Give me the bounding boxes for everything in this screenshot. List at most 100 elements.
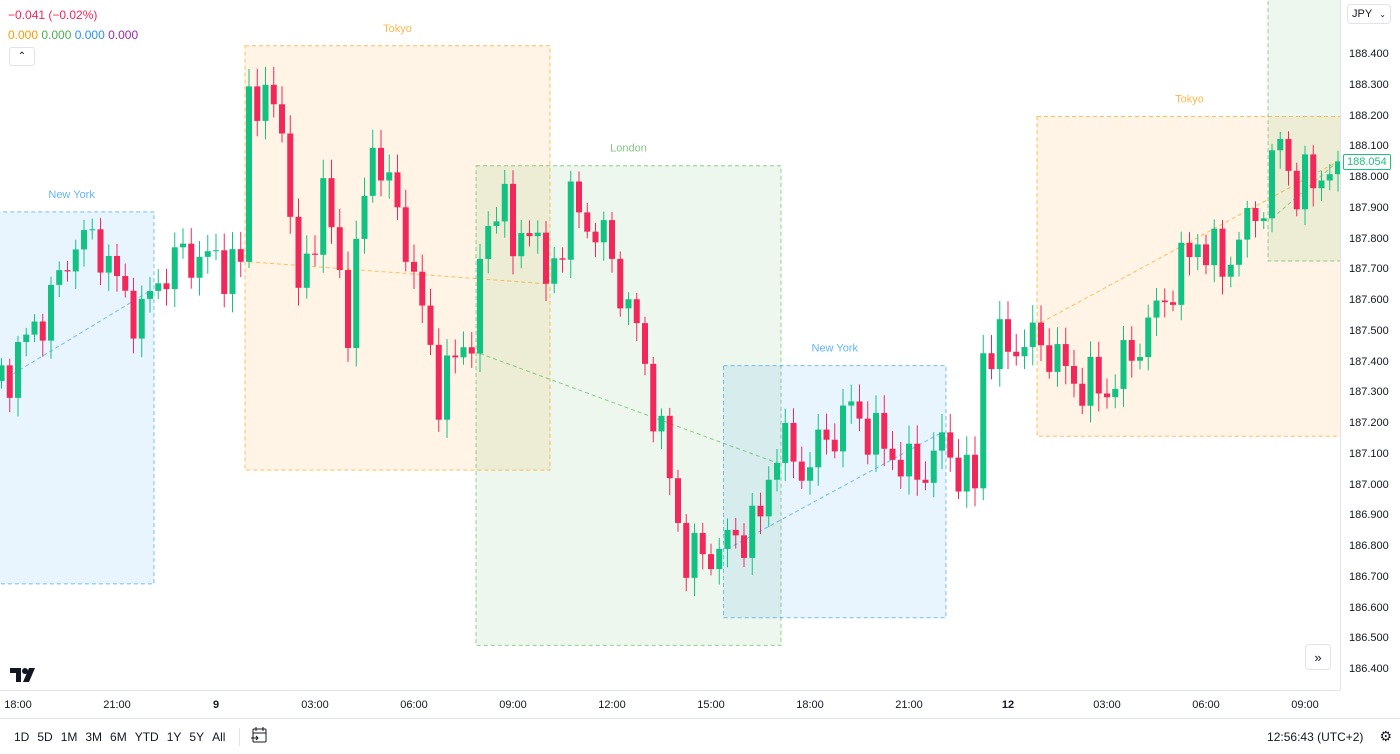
range-button-6m[interactable]: 6M	[110, 729, 127, 744]
legend: −0.041 (−0.02%) 0.000 0.000 0.000 0.000	[8, 8, 138, 42]
candle-body	[48, 284, 54, 341]
chart-pane[interactable]: New York Tokyo London New York Tokyo	[0, 0, 1340, 690]
price-label: 187.000	[1349, 478, 1389, 491]
currency-select[interactable]: JPY ⌄	[1347, 4, 1391, 24]
time-axis[interactable]: 18:00 21:00 9 03:00 06:00 09:00 12:00 15:00 18:0…	[0, 690, 1340, 719]
session-box	[1267, 0, 1340, 262]
collapse-legend-button[interactable]: ⌃	[9, 47, 35, 66]
candle-body	[6, 365, 13, 398]
candle-body	[1293, 170, 1300, 210]
candle-body	[1079, 383, 1086, 406]
go-to-date-button[interactable]	[250, 726, 268, 747]
candle-body	[1137, 357, 1143, 361]
candle-body	[1153, 300, 1160, 318]
candle-body	[716, 548, 723, 570]
candle-body	[345, 270, 351, 348]
candle-body	[798, 461, 805, 481]
session-label: New York	[812, 343, 859, 355]
range-button-5y[interactable]: 5Y	[189, 729, 205, 744]
price-label: 187.200	[1349, 417, 1389, 429]
candle-body	[1145, 317, 1152, 358]
range-button-1y[interactable]: 1Y	[166, 729, 182, 744]
candle-body	[353, 238, 360, 348]
indicator-value: 0.000	[41, 28, 72, 42]
price-axis[interactable]: JPY ⌄ 188.400 188.300 188.200 188.100 188.000…	[1340, 0, 1400, 690]
candle-body	[1161, 300, 1168, 303]
candle-body	[1318, 180, 1325, 189]
price-label: 186.500	[1349, 632, 1389, 645]
candle-body	[1302, 154, 1308, 210]
candle-body	[699, 532, 706, 555]
candle-body	[287, 133, 294, 217]
candle-body	[996, 319, 1003, 370]
range-button-1m[interactable]: 1M	[60, 729, 78, 744]
candle-body	[1013, 351, 1020, 357]
current-price-tag: 188.054	[1343, 154, 1391, 170]
candle-body	[1071, 365, 1077, 384]
candle-body	[64, 270, 71, 272]
session-label: New York	[48, 189, 95, 201]
candle-body	[402, 207, 409, 262]
price-label: 186.700	[1349, 570, 1389, 583]
candle-body	[922, 479, 929, 483]
price-label: 187.600	[1349, 294, 1389, 306]
range-button-all[interactable]: All	[212, 729, 226, 744]
range-button-ytd[interactable]: YTD	[134, 729, 159, 744]
candle-body	[1054, 344, 1061, 372]
time-label: 06:00	[1192, 699, 1220, 711]
range-button-3m[interactable]: 3M	[85, 729, 103, 744]
settings-gear-icon[interactable]: ⚙	[1379, 728, 1392, 744]
session-box	[723, 365, 947, 619]
candle-body	[97, 229, 104, 273]
candlestick-chart[interactable]: New York Tokyo London New York Tokyo	[0, 0, 1340, 690]
price-label: 187.400	[1349, 355, 1389, 368]
candle-body	[831, 439, 838, 452]
candle-body	[89, 229, 96, 231]
range-button-1d[interactable]: 1D	[14, 729, 30, 744]
candle-body	[749, 505, 756, 558]
candle-body	[180, 243, 186, 248]
candle-body	[444, 355, 450, 420]
indicator-value: 0.000	[108, 28, 139, 42]
candle-body	[419, 271, 426, 306]
clock[interactable]: 12:56:43 (UTC+2)	[1267, 729, 1364, 744]
candle-body	[105, 255, 112, 273]
scroll-to-realtime-button[interactable]: »	[1305, 644, 1331, 670]
candle-body	[1038, 322, 1044, 346]
candle-body	[1029, 322, 1036, 348]
candle-body	[947, 432, 954, 458]
candle-body	[1244, 207, 1251, 240]
candle-body	[683, 522, 690, 578]
candle-body	[320, 178, 327, 255]
session-trend-line	[479, 353, 778, 464]
time-label: 21:00	[895, 699, 923, 711]
candle-body	[493, 221, 500, 227]
price-label: 186.400	[1349, 663, 1389, 675]
candle-body	[534, 232, 541, 237]
chevron-up-icon: ⌃	[17, 51, 27, 62]
session-box	[0, 211, 155, 585]
candle-body	[856, 401, 863, 419]
candle-body	[188, 243, 195, 278]
candle-body	[155, 283, 162, 291]
candle-body	[1260, 218, 1267, 222]
session-trend-line	[1, 290, 151, 382]
candle-body	[1178, 242, 1185, 305]
candle-body	[460, 347, 467, 358]
candle-body	[642, 323, 648, 364]
tradingview-logo[interactable]	[10, 666, 38, 689]
candle-body	[138, 298, 145, 339]
range-button-5d[interactable]: 5D	[37, 729, 53, 744]
price-label: 187.700	[1349, 263, 1389, 276]
candle-body	[39, 321, 46, 341]
time-label: 12	[1001, 699, 1015, 711]
candle-body	[732, 529, 739, 536]
candle-body	[147, 290, 153, 299]
divider	[239, 727, 241, 746]
time-label: 15:00	[697, 699, 725, 711]
candle-body	[1087, 356, 1094, 406]
candle-body	[15, 342, 21, 398]
price-label: 187.500	[1349, 324, 1389, 337]
candle-body	[262, 84, 269, 121]
candle-body	[23, 334, 30, 342]
